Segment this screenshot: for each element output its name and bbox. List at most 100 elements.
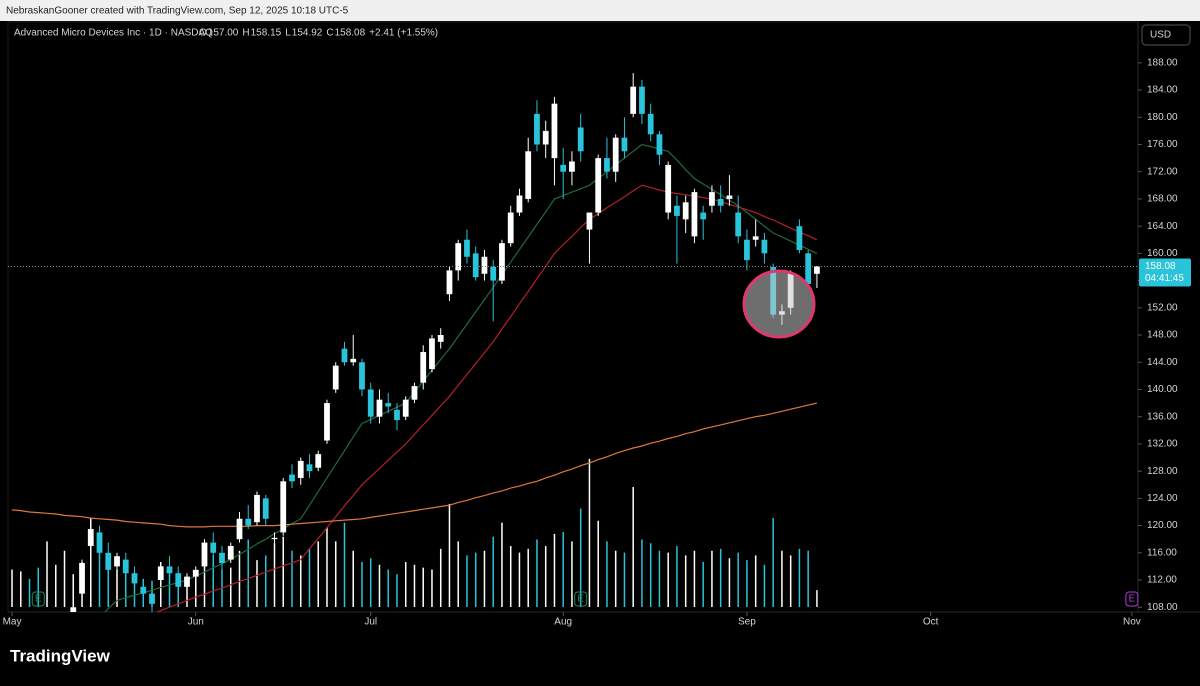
volume-bar <box>693 550 696 607</box>
volume-bar <box>632 487 634 607</box>
volume-bar <box>352 550 354 607</box>
volume-bar <box>676 546 678 607</box>
volume-bar <box>527 548 529 607</box>
volume-bar <box>413 564 416 607</box>
candle-body <box>385 403 392 407</box>
ohlc-key: L <box>285 28 291 39</box>
y-tick-label: 152.00 <box>1147 302 1178 313</box>
volume-bar <box>553 533 556 607</box>
volume-bar <box>518 552 521 607</box>
candle-body <box>464 239 470 257</box>
volume-bar <box>46 541 48 607</box>
y-tick-label: 120.00 <box>1147 520 1178 531</box>
candle-body <box>551 103 558 159</box>
ohlc-key: O <box>199 28 207 39</box>
candle-body <box>490 266 497 281</box>
candle-body <box>569 161 575 172</box>
volume-bar <box>273 543 276 607</box>
candle-body <box>612 137 619 172</box>
volume-bar <box>186 583 188 607</box>
y-tick-label: 160.00 <box>1147 248 1178 259</box>
event-marker <box>574 591 588 607</box>
volume-bar <box>457 541 459 607</box>
candle-body <box>656 134 663 155</box>
candle-body <box>87 528 94 546</box>
volume-bar <box>474 552 477 607</box>
volume-bar <box>501 522 503 607</box>
volume-bar <box>238 550 241 607</box>
volume-bar <box>571 541 573 607</box>
y-tick-label: 108.00 <box>1147 602 1178 613</box>
y-tick-label: 112.00 <box>1147 575 1177 586</box>
volume-bar <box>509 546 512 607</box>
volume-bar <box>177 577 180 607</box>
volume-bar <box>422 567 424 607</box>
currency-button[interactable] <box>1141 24 1191 46</box>
volume-bar <box>299 555 302 607</box>
candle-body <box>726 195 733 199</box>
candle-body <box>429 338 435 370</box>
candle-body <box>682 202 689 220</box>
volume-bar <box>483 550 486 607</box>
volume-bar <box>317 541 319 607</box>
y-tick-label: 148.00 <box>1147 330 1178 341</box>
x-tick-label: Oct <box>923 617 939 628</box>
event-marker <box>1125 591 1139 607</box>
y-tick-label: 132.00 <box>1147 439 1178 450</box>
volume-bar <box>798 548 801 607</box>
candle-body <box>105 552 112 570</box>
volume-bar <box>597 520 599 607</box>
x-tick-label: Sep <box>738 617 756 628</box>
volume-bar <box>492 536 494 607</box>
currency[interactable]: USD <box>1150 30 1171 41</box>
candle-body <box>149 593 155 604</box>
volume-bar <box>20 571 22 607</box>
candle-body <box>245 518 252 526</box>
volume-bar <box>63 550 66 607</box>
candle-body <box>647 113 654 135</box>
candle-body <box>341 348 348 363</box>
highlight-circle <box>742 269 816 339</box>
y-tick-label: 184.00 <box>1147 85 1178 96</box>
y-tick-label: 168.00 <box>1147 194 1178 205</box>
volume-bar <box>343 522 346 607</box>
volume-bar <box>754 555 757 607</box>
volume-bar <box>588 458 591 607</box>
y-tick-label: 124.00 <box>1147 493 1178 504</box>
volume-bar <box>396 574 398 607</box>
candle-body <box>446 270 453 295</box>
candle-body <box>700 212 707 220</box>
volume-bar <box>431 569 433 607</box>
volume-bar <box>37 567 40 607</box>
candle-body <box>394 409 400 421</box>
candle-body <box>630 86 637 114</box>
x-tick-label: Aug <box>554 617 572 628</box>
volume-bar <box>55 564 57 607</box>
x-tick-label: Jun <box>188 617 204 628</box>
volume-bar <box>11 569 13 607</box>
candle-body <box>665 164 672 213</box>
volume-bar <box>264 555 267 607</box>
volume-bar <box>439 548 442 607</box>
volume-bar <box>168 573 171 607</box>
volume-bar <box>282 536 284 607</box>
y-tick-label: 144.00 <box>1147 357 1178 368</box>
candle-body <box>402 399 409 417</box>
candle-body <box>752 236 759 240</box>
volume-bar <box>90 517 92 607</box>
ohlc-value: 158.15 <box>251 28 282 39</box>
volume-bar <box>728 558 731 607</box>
candle-body <box>166 566 173 574</box>
volume-bar <box>807 550 809 607</box>
volume-bar <box>711 550 713 607</box>
candle-body <box>586 212 593 230</box>
volume-bar <box>667 552 669 607</box>
volume-bar <box>72 574 75 607</box>
volume-bar <box>133 574 136 607</box>
logo: TradingView <box>10 646 111 665</box>
volume-bar <box>378 564 381 607</box>
volume-bar <box>641 539 643 607</box>
y-tick-label: 164.00 <box>1147 221 1178 232</box>
